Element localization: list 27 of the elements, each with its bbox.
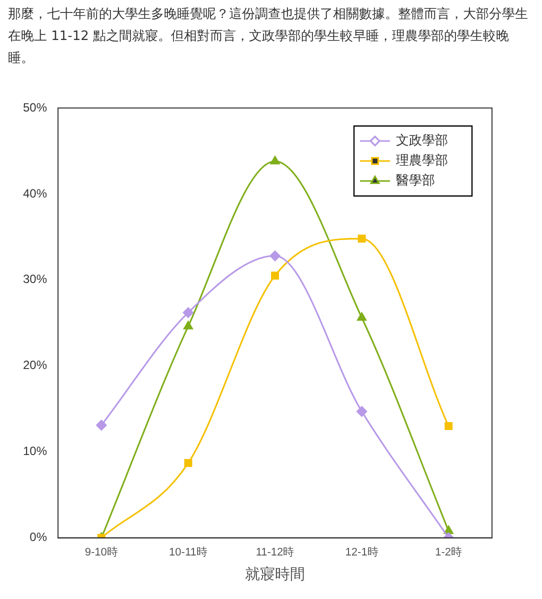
point [444,526,454,534]
x-tick-label: 12-1時 [345,545,378,558]
y-tick-label: 50% [22,100,48,114]
point [356,406,368,417]
point [271,272,279,280]
point [444,422,453,430]
point [182,307,194,318]
chart-subtitle: 那麼，七十年前的大學生多晚睡覺呢？這份調查也提供了相關數據。整體而言，大部分學生在晚上 11-12 點之間就寢。但相對而言，文政學部的學生較早睡，理農學部的學生較晚睡。 [8,6,529,68]
legend-label: 醫學部 [396,173,435,188]
point [184,459,192,467]
point [270,250,280,262]
legend-label: 理農學部 [396,153,448,168]
y-tick-label: 30% [22,272,48,286]
point [357,312,367,321]
legend-label: 文政學部 [396,133,448,148]
point [184,321,193,330]
y-tick-label: 20% [22,358,48,372]
x-tick-label: 9-10時 [84,545,118,558]
x-tick-label: 1-2時 [435,545,462,558]
point [358,234,366,243]
point [96,420,107,430]
x-axis-title: 就寢時間 [245,566,306,584]
y-tick-label: 40% [22,186,48,200]
x-tick-label: 11-12時 [256,545,294,558]
y-tick-label: 0% [30,530,48,544]
y-tick-label: 10% [22,444,48,458]
x-tick-label: 10-11時 [169,545,208,558]
